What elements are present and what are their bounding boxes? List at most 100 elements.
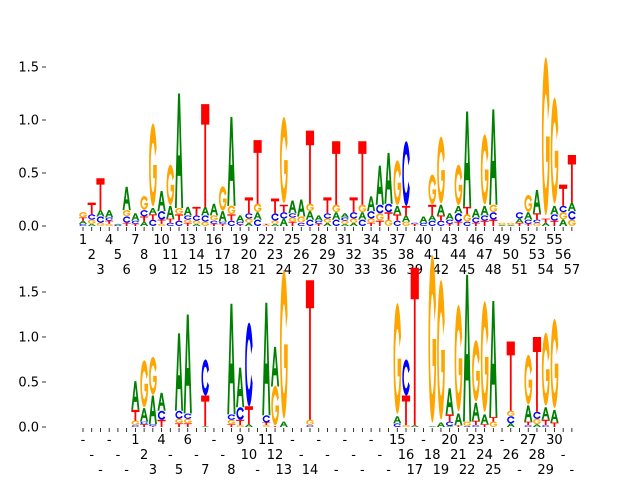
x-tick-label: 2 — [88, 248, 96, 263]
logo-letter-C-pos-54 — [541, 425, 550, 427]
x-tick-label: - — [360, 463, 365, 478]
logo-letter-C-pos-46 — [472, 425, 480, 427]
logo-letter-T-pos-16 — [209, 223, 219, 226]
logo-letter-T-pos-18 — [227, 424, 236, 427]
logo-letter-A-pos-44 — [454, 413, 463, 426]
logo-letter-A-pos-55 — [550, 409, 559, 423]
logo-letter-T-pos-54 — [541, 218, 550, 223]
logo-letter-T-pos-12 — [174, 214, 184, 221]
x-tick-label: - — [89, 448, 94, 463]
logo-letter-A-pos-18 — [227, 303, 236, 415]
x-tick-label: 43 — [441, 233, 458, 248]
x-tick-label: 5 — [114, 248, 122, 263]
logo-letter-C-pos-1 — [79, 223, 87, 226]
logo-letter-A-pos-54 — [541, 222, 550, 226]
top-logo-chart: 0.00.51.01.51234567891011121314151617181… — [18, 57, 580, 278]
logo-letter-A-pos-43 — [445, 213, 454, 220]
logo-letter-A-pos-49 — [497, 224, 507, 226]
logo-letter-A-pos-34 — [366, 196, 376, 212]
logo-letter-A-pos-8 — [140, 221, 149, 226]
logo-letter-A-pos-37 — [393, 416, 402, 424]
x-tick-label: 29 — [537, 463, 554, 478]
logo-letter-G-pos-42 — [437, 280, 445, 420]
x-tick-label: 20 — [441, 433, 458, 448]
logo-letter-G-pos-37 — [393, 160, 402, 205]
logo-letter-C-pos-38 — [402, 359, 410, 396]
y-tick-label: 0.5 — [18, 376, 39, 391]
logo-letter-C-pos-13 — [184, 413, 192, 419]
logo-letter-C-pos-19 — [236, 407, 244, 420]
logo-letter-G-pos-52 — [524, 194, 533, 212]
logo-letter-T-pos-10 — [157, 419, 166, 427]
x-tick-label: 22 — [459, 463, 476, 478]
x-tick-label: 30 — [546, 433, 563, 448]
logo-letter-G-pos-35 — [376, 213, 384, 221]
logo-letter-A-pos-52 — [524, 212, 533, 220]
x-tick-label: 22 — [258, 233, 275, 248]
logo-letter-C-pos-17 — [218, 221, 227, 224]
logo-letter-T-pos-55 — [550, 220, 559, 226]
x-tick-label: - — [517, 463, 522, 478]
x-tick-label: 33 — [354, 263, 371, 278]
x-tick-label: - — [334, 463, 339, 478]
logo-letter-A-pos-16 — [209, 203, 219, 216]
logo-letter-T-pos-48 — [489, 219, 498, 226]
logo-letter-C-pos-55 — [550, 214, 559, 221]
x-tick-label: 24 — [476, 448, 493, 463]
logo-letter-A-pos-44 — [454, 205, 463, 214]
logo-letter-A-pos-42 — [436, 422, 446, 427]
logo-letter-G-pos-23 — [271, 220, 279, 224]
logo-letter-T-pos-24 — [279, 204, 288, 213]
logo-letter-G-pos-50 — [506, 410, 515, 417]
logo-letter-A-pos-53 — [532, 189, 542, 214]
logo-letter-C-pos-43 — [445, 421, 454, 427]
logo-letter-T-pos-10 — [157, 219, 166, 224]
logo-letter-T-pos-23 — [270, 426, 280, 427]
logo-letter-G-pos-22 — [262, 425, 271, 427]
logo-letter-G-pos-41 — [428, 174, 437, 205]
y-tick-label: 0.5 — [18, 167, 39, 182]
logo-letter-A-pos-13 — [183, 206, 192, 216]
logo-letter-T-pos-45 — [463, 206, 472, 215]
logo-letter-A-pos-9 — [148, 207, 157, 215]
logo-letter-G-pos-55 — [550, 97, 559, 204]
logo-letter-G-pos-8 — [140, 360, 149, 408]
logo-letter-C-pos-47 — [480, 215, 489, 221]
logo-letter-C-pos-37 — [393, 423, 402, 427]
logo-letter-A-pos-11 — [166, 205, 175, 219]
logo-letter-G-pos-54 — [541, 332, 550, 406]
x-tick-label: 9 — [149, 263, 157, 278]
logo-letter-A-pos-6 — [122, 186, 131, 211]
logo-letter-T-pos-47 — [480, 424, 489, 427]
logo-letter-A-pos-13 — [183, 314, 192, 414]
x-tick-label: 17 — [406, 463, 423, 478]
logo-letter-A-pos-26 — [297, 199, 306, 217]
logo-letter-G-pos-12 — [175, 207, 183, 215]
logo-letter-G-pos-53 — [533, 222, 541, 226]
logo-letter-G-pos-6 — [122, 209, 131, 217]
logo-letter-C-pos-30 — [332, 219, 340, 226]
logo-letter-G-pos-54 — [541, 57, 550, 216]
logo-letter-A-pos-3 — [96, 210, 105, 217]
y-tick-label: 1.0 — [18, 114, 39, 129]
x-tick-label: - — [421, 433, 426, 448]
logo-letter-A-pos-41 — [428, 426, 437, 427]
logo-letter-C-pos-10 — [157, 410, 166, 420]
logo-letter-G-pos-23 — [271, 385, 279, 426]
x-tick-label: 55 — [546, 233, 563, 248]
x-tick-label: - — [325, 448, 330, 463]
logo-letter-A-pos-47 — [480, 414, 489, 425]
logo-letter-T-pos-13 — [183, 423, 192, 427]
y-tick-label: 0.0 — [18, 421, 39, 436]
logo-letter-A-pos-50 — [506, 224, 515, 226]
x-tick-label: 21 — [249, 263, 266, 278]
logo-letter-G-pos-21 — [253, 203, 262, 213]
logo-letter-T-pos-23 — [270, 198, 280, 214]
logo-letter-T-pos-19 — [236, 224, 245, 226]
logo-letter-A-pos-31 — [340, 213, 349, 218]
logo-letter-C-pos-22 — [262, 415, 271, 423]
logo-letter-C-pos-20 — [245, 213, 253, 219]
x-tick-label: 50 — [502, 248, 519, 263]
logo-letter-C-pos-15 — [201, 359, 209, 396]
logo-letter-C-pos-3 — [96, 216, 105, 223]
